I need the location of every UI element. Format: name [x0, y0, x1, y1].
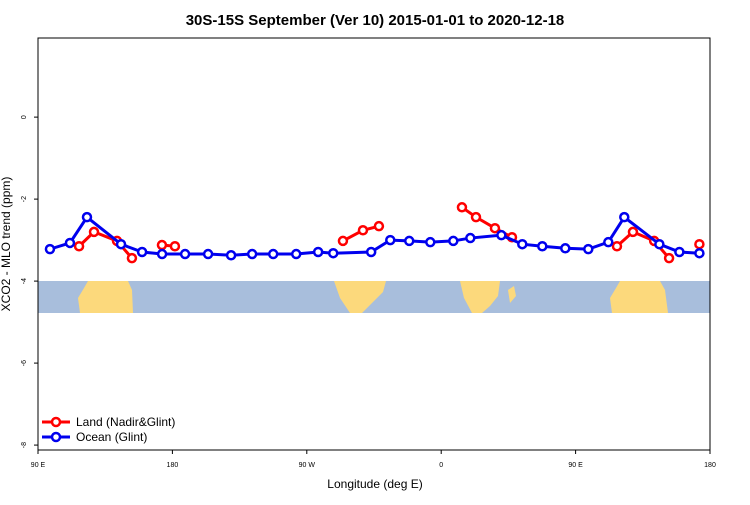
point: [627, 226, 639, 238]
y-tick-label: -4: [21, 278, 28, 284]
point: [496, 229, 507, 241]
legend-label: Ocean (Glint): [76, 430, 147, 444]
y-tick-label: 0: [21, 115, 28, 119]
point: [365, 246, 377, 258]
point: [694, 238, 705, 250]
point: [64, 237, 76, 249]
point: [560, 243, 571, 254]
point: [44, 243, 56, 255]
point: [81, 211, 93, 223]
point: [583, 243, 594, 255]
legend-marker: [50, 431, 62, 443]
point: [357, 225, 369, 236]
y-tick-label: -8: [21, 442, 28, 448]
point: [373, 220, 385, 232]
x-tick-label: 180: [704, 462, 716, 469]
point: [202, 248, 214, 260]
point: [169, 241, 181, 252]
legend-marker: [50, 416, 62, 428]
point: [517, 238, 528, 250]
y-tick-label: -2: [21, 196, 28, 202]
point: [246, 248, 258, 260]
x-tick-label: 90 E: [31, 462, 46, 469]
point: [156, 248, 168, 260]
y-axis-label: XCO2 - MLO trend (ppm): [0, 177, 13, 312]
plot-frame: [37, 37, 711, 451]
point: [603, 236, 614, 248]
point: [385, 234, 396, 246]
point: [456, 202, 468, 213]
point: [327, 247, 339, 259]
point: [88, 226, 100, 238]
point: [465, 232, 476, 244]
point: [73, 241, 85, 252]
point: [179, 248, 191, 260]
point: [694, 247, 705, 259]
point: [337, 235, 349, 247]
point: [403, 235, 415, 247]
point: [267, 248, 279, 260]
point: [663, 252, 675, 264]
x-tick-label: 0: [439, 462, 443, 469]
x-tick-label: 180: [167, 462, 179, 469]
map-strip: [38, 281, 710, 313]
legend-label: Land (Nadir&Glint): [76, 415, 175, 429]
point: [136, 246, 148, 258]
chart-title: 30S-15S September (Ver 10) 2015-01-01 to…: [186, 12, 565, 29]
point: [126, 252, 138, 264]
x-axis-label: Longitude (deg E): [327, 477, 422, 491]
point: [225, 250, 237, 261]
y-tick-label: -6: [21, 360, 28, 366]
point: [489, 222, 501, 234]
x-tick-label: 90 W: [299, 462, 316, 469]
point: [654, 238, 665, 250]
point: [115, 238, 127, 250]
point: [537, 241, 548, 252]
point: [674, 246, 685, 258]
point: [425, 236, 436, 248]
point: [312, 246, 324, 258]
point: [290, 248, 302, 260]
x-tick-label: 90 E: [568, 462, 583, 469]
point: [470, 211, 482, 223]
point: [448, 235, 459, 247]
point: [156, 239, 168, 251]
point: [619, 211, 630, 223]
point: [611, 241, 623, 252]
